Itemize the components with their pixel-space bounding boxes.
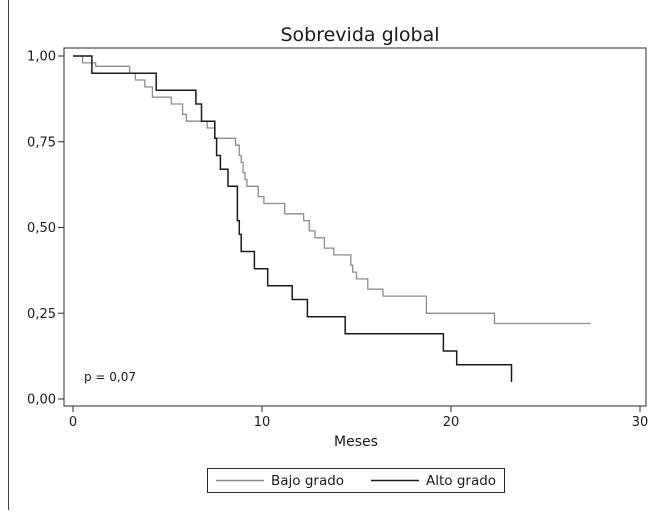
series-line-bajo-grado [73,55,591,325]
y-tick-label: 0,25 [27,307,56,322]
legend: Bajo grado Alto grado [207,468,505,493]
legend-label-alto-grado: Alto grado [426,473,496,489]
p-value-annotation: p = 0,07 [84,370,136,384]
x-tick-label: 0 [69,415,77,430]
x-tick-label: 30 [632,415,649,430]
y-tick-label: 1,00 [27,50,56,65]
x-axis: 0 10 20 30 [69,406,648,430]
series-line-alto-grado [73,55,513,382]
y-tick-label: 0,50 [27,221,56,236]
legend-box [207,468,505,493]
series-layer [73,55,591,382]
legend-label-bajo-grado: Bajo grado [271,473,344,489]
x-tick-label: 20 [443,415,460,430]
plot-area-frame [63,47,647,407]
x-axis-label: Meses [334,434,378,450]
y-tick-label: 0,00 [27,393,56,408]
y-tick-label: 0,75 [27,135,56,150]
chart-title: Sobrevida global [280,24,439,46]
x-tick-label: 10 [254,415,271,430]
y-axis: 0,00 0,25 0,50 0,75 1,00 [27,50,64,408]
